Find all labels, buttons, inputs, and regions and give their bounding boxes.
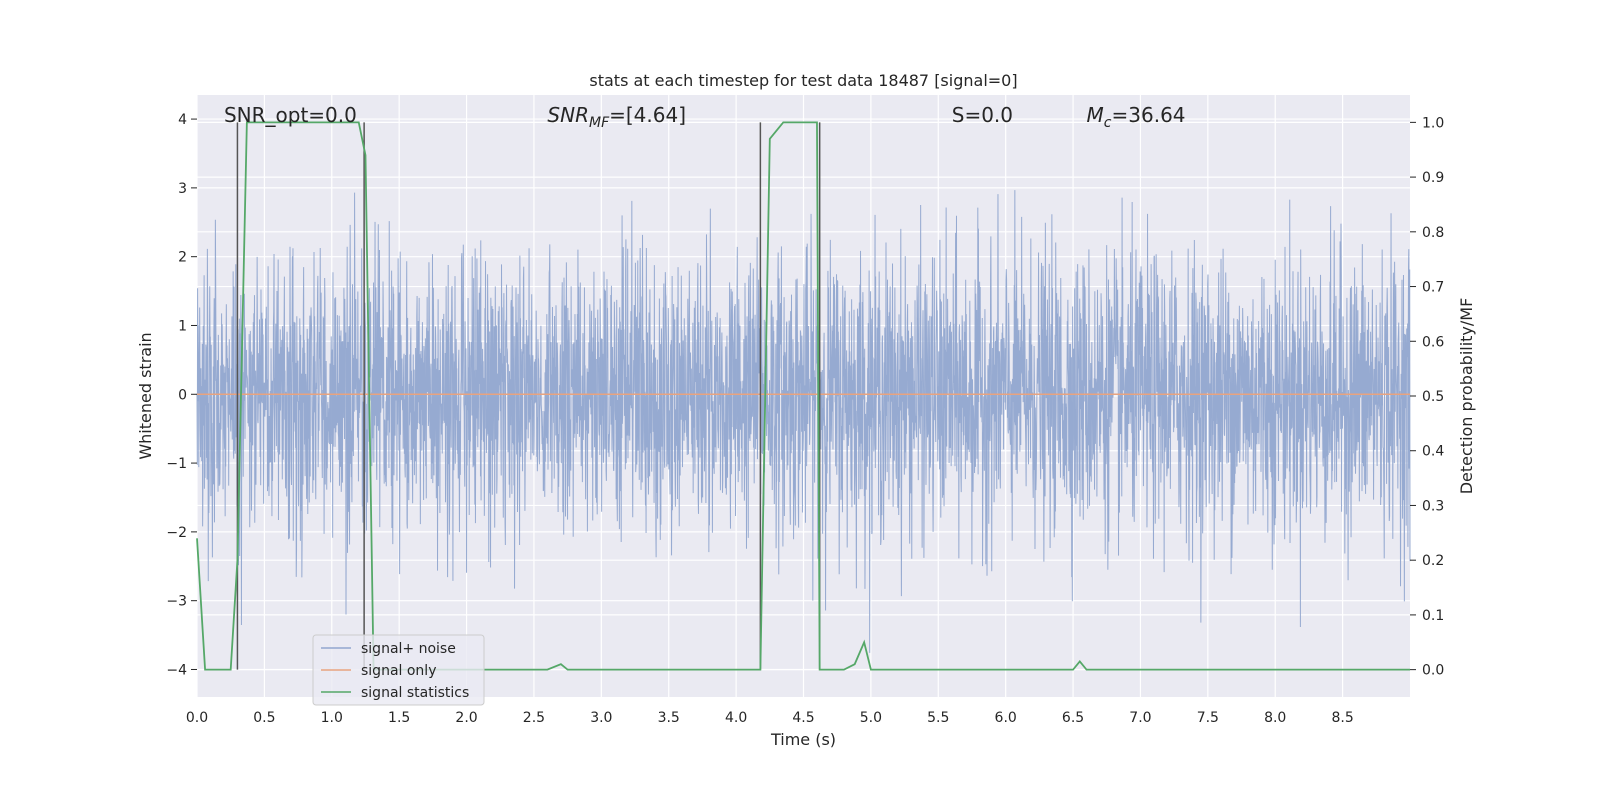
y-tick-label: 4 [178, 112, 187, 128]
x-tick-label: 6.0 [995, 710, 1017, 726]
x-tick-label: 0.0 [186, 710, 208, 726]
series-lines [196, 121, 1410, 671]
annotation-3: Mc=36.64 [1087, 103, 1186, 131]
y-tick-label: −1 [166, 456, 187, 472]
y2-tick-label: 0.0 [1422, 663, 1444, 679]
x-tick-label: 5.0 [860, 710, 882, 726]
y2-tick-label: 0.3 [1422, 498, 1444, 514]
y2-tick-label: 0.4 [1422, 444, 1444, 460]
series-signal-statistics [196, 121, 1410, 671]
x-tick-label: 3.0 [590, 710, 612, 726]
y-tick-label: −3 [166, 594, 187, 610]
annotation-0: SNR_opt=0.0 [224, 103, 357, 127]
series-signal-noise [196, 190, 1411, 653]
x-tick-label: 0.5 [253, 710, 275, 726]
x-axis-label: Time (s) [770, 730, 836, 749]
x-tick-label: 4.0 [725, 710, 747, 726]
x-tick-label: 8.5 [1331, 710, 1353, 726]
x-tick-label: 2.0 [455, 710, 477, 726]
annotation-1: SNRMF=[4.64] [547, 103, 686, 131]
y2-tick-label: 1.0 [1422, 115, 1444, 131]
x-tick-label: 1.5 [388, 710, 410, 726]
y2-tick-label: 0.8 [1422, 225, 1444, 241]
x-tick-label: 5.5 [927, 710, 949, 726]
annotation-2: S=0.0 [952, 103, 1013, 127]
y-axis-right: 0.0 0.1 0.2 0.3 0.4 0.5 0.6 0.7 0.8 0.9 1.0 [1410, 115, 1444, 679]
x-tick-label: 7.0 [1129, 710, 1151, 726]
y2-tick-label: 0.9 [1422, 170, 1444, 186]
x-tick-label: 4.5 [792, 710, 814, 726]
y-axis-label: Whitened strain [136, 332, 155, 459]
x-axis: 0.0 0.5 1.0 1.5 2.0 2.5 3.0 3.5 4.0 4.5 5.0 5.5 6.0 6… [186, 710, 1354, 726]
x-tick-label: 3.5 [658, 710, 680, 726]
y2-tick-label: 0.7 [1422, 280, 1444, 296]
x-tick-label: 6.5 [1062, 710, 1084, 726]
y-tick-label: 3 [178, 181, 187, 197]
legend-entry-signal-only: signal only [361, 663, 436, 679]
legend-entry-signal-statistics: signal statistics [361, 685, 469, 701]
y2-tick-label: 0.5 [1422, 389, 1444, 405]
y-tick-label: 0 [178, 387, 187, 403]
y2-tick-label: 0.1 [1422, 608, 1444, 624]
legend-entry-signal-noise: signal+ noise [361, 641, 456, 657]
x-tick-label: 7.5 [1197, 710, 1219, 726]
y-tick-label: 2 [178, 250, 187, 266]
y-axis-left: −4 −3 −2 −1 0 1 2 3 4 [166, 112, 197, 678]
y-tick-label: 1 [178, 318, 187, 334]
x-tick-label: 1.0 [321, 710, 343, 726]
y2-tick-label: 0.2 [1422, 553, 1444, 569]
x-tick-label: 2.5 [523, 710, 545, 726]
y-tick-label: −2 [166, 525, 187, 541]
x-tick-label: 8.0 [1264, 710, 1286, 726]
legend-box [312, 634, 485, 706]
y-tick-label: −4 [166, 662, 187, 678]
y2-tick-label: 0.6 [1422, 334, 1444, 350]
noise-series [196, 190, 1411, 653]
y2-axis-label: Detection probability/MF [1457, 298, 1476, 495]
legend: signal+ noise signal only signal statist… [312, 634, 485, 706]
chart-title: stats at each timestep for test data 184… [589, 71, 1017, 90]
annotations: SNR_opt=0.0 SNRMF=[4.64] S=0.0 Mc=36.64 [224, 103, 1186, 131]
